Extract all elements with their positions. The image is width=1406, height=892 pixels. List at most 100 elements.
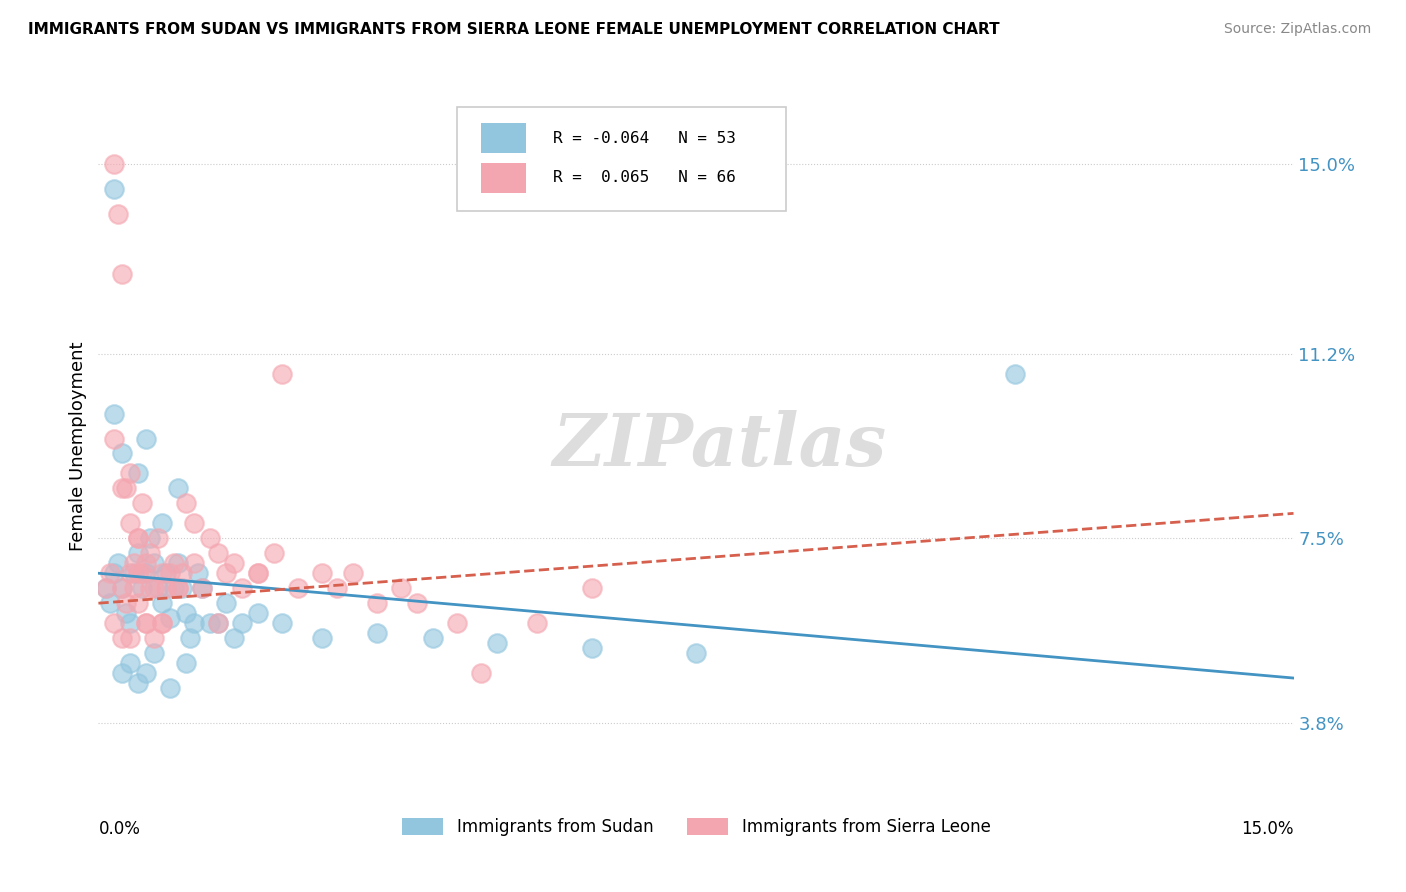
Point <box>246 606 269 620</box>
FancyBboxPatch shape <box>481 123 526 153</box>
Text: 0.0%: 0.0% <box>98 821 141 838</box>
Point <box>150 566 173 581</box>
Point <box>179 631 201 645</box>
Point <box>311 631 333 645</box>
Point <box>143 631 166 645</box>
Point <box>270 367 292 381</box>
Point <box>231 616 253 631</box>
Point <box>127 531 149 545</box>
Point <box>231 581 253 595</box>
Point <box>135 566 157 581</box>
Point <box>96 581 118 595</box>
Point <box>470 666 492 681</box>
Point <box>124 566 146 581</box>
Point <box>139 531 162 545</box>
Point <box>174 656 197 670</box>
Point <box>120 516 142 531</box>
Point <box>163 581 186 595</box>
Point <box>120 467 142 481</box>
Point <box>135 616 157 631</box>
Point <box>143 581 166 595</box>
Point <box>263 546 285 560</box>
Point <box>111 267 134 281</box>
Text: R =  0.065   N = 66: R = 0.065 N = 66 <box>553 170 735 186</box>
Point <box>139 546 162 560</box>
Point <box>342 566 364 581</box>
Point <box>422 631 444 645</box>
Point <box>159 611 181 625</box>
Point <box>167 482 190 496</box>
Point <box>270 616 292 631</box>
Point <box>159 566 181 581</box>
Point <box>111 666 134 681</box>
Point <box>246 566 269 581</box>
Point <box>446 616 468 631</box>
Point <box>207 546 229 560</box>
Point <box>215 596 238 610</box>
Point <box>222 631 245 645</box>
Point <box>148 531 170 545</box>
Point <box>183 556 205 570</box>
Point <box>111 581 134 595</box>
Point <box>172 566 194 581</box>
Point <box>127 676 149 690</box>
Text: ZIPatlas: ZIPatlas <box>553 410 887 482</box>
Point <box>207 616 229 631</box>
Point <box>111 581 134 595</box>
Point <box>107 207 129 221</box>
Point <box>103 157 125 171</box>
Point <box>150 516 173 531</box>
Legend: Immigrants from Sudan, Immigrants from Sierra Leone: Immigrants from Sudan, Immigrants from S… <box>394 810 998 845</box>
Point <box>215 566 238 581</box>
Point <box>120 631 142 645</box>
Point <box>111 631 134 645</box>
Point <box>98 596 122 610</box>
Point <box>167 556 190 570</box>
Point <box>131 566 153 581</box>
Point <box>135 616 157 631</box>
Point <box>187 566 209 581</box>
Point <box>581 581 603 595</box>
Point <box>103 407 125 421</box>
Point <box>103 566 125 581</box>
Point <box>183 516 205 531</box>
Point <box>191 581 214 595</box>
FancyBboxPatch shape <box>481 162 526 193</box>
Point <box>135 556 157 570</box>
Point <box>366 596 388 610</box>
Point <box>120 616 142 631</box>
Point <box>103 182 125 196</box>
Point <box>111 446 134 460</box>
Text: Source: ZipAtlas.com: Source: ZipAtlas.com <box>1223 22 1371 37</box>
Text: R = -0.064   N = 53: R = -0.064 N = 53 <box>553 131 735 146</box>
Point <box>167 581 190 595</box>
Point <box>198 616 221 631</box>
Point <box>143 556 166 570</box>
Point <box>120 566 142 581</box>
Point <box>103 432 125 446</box>
Point <box>174 496 197 510</box>
Point <box>159 681 181 695</box>
Point <box>155 581 177 595</box>
Point <box>1004 367 1026 381</box>
Point <box>150 596 173 610</box>
Point <box>124 581 146 595</box>
Point <box>127 546 149 560</box>
Point <box>103 616 125 631</box>
Point <box>127 467 149 481</box>
Point <box>135 666 157 681</box>
Point <box>174 606 197 620</box>
Point <box>150 616 173 631</box>
Point <box>485 636 508 650</box>
Point <box>143 646 166 660</box>
Point <box>115 606 138 620</box>
Point <box>163 556 186 570</box>
Point <box>311 566 333 581</box>
FancyBboxPatch shape <box>457 107 786 211</box>
Point <box>115 482 138 496</box>
Point <box>127 596 149 610</box>
Point <box>366 626 388 640</box>
Point <box>127 531 149 545</box>
Point <box>172 581 194 595</box>
Point <box>581 641 603 656</box>
